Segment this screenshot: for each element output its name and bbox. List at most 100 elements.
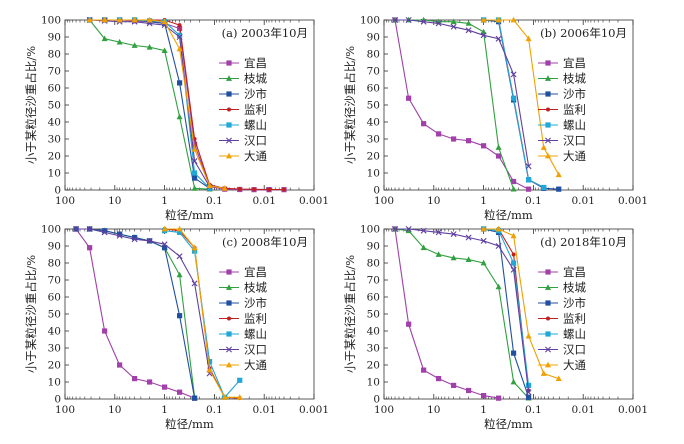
legend-item: 宜昌 <box>219 56 267 70</box>
data-point <box>147 379 153 385</box>
legend-label: 螺山 <box>244 118 267 132</box>
y-axis-label: 小于某粒径沙重占比/% <box>24 46 38 164</box>
legend-label: 宜昌 <box>244 265 267 279</box>
data-point <box>545 346 551 353</box>
data-point <box>525 177 532 183</box>
x-axis-label: 粒径/mm <box>165 208 214 222</box>
x-tick-label: 0.01 <box>572 195 595 207</box>
y-tick-label: 30 <box>48 134 61 146</box>
y-tick-label: 90 <box>48 32 61 44</box>
x-tick-label: 100 <box>55 404 75 416</box>
data-point-stroke <box>116 232 123 239</box>
chart-title: (c) 2008年10月 <box>222 235 308 249</box>
y-tick-label: 100 <box>41 224 61 236</box>
data-point <box>101 229 108 236</box>
data-point-stroke <box>101 229 108 236</box>
series-1 <box>392 16 517 192</box>
data-point <box>545 300 551 306</box>
data-point <box>480 28 487 35</box>
series-6 <box>480 16 562 178</box>
series-4 <box>481 17 547 191</box>
data-point <box>221 394 228 400</box>
data-point <box>495 35 502 42</box>
data-point <box>226 346 232 353</box>
data-point <box>525 394 532 400</box>
data-point <box>481 143 487 149</box>
data-point <box>226 137 232 144</box>
y-tick-label: 20 <box>367 360 380 372</box>
x-axis-label: 粒径/mm <box>484 417 533 431</box>
y-axis-label: 小于某粒径沙重占比/% <box>343 255 357 373</box>
y-tick-label: 60 <box>48 292 61 304</box>
data-point <box>73 226 80 232</box>
data-point <box>421 367 427 373</box>
y-tick-label: 0 <box>373 394 380 406</box>
data-point <box>102 328 108 334</box>
legend-label: 宜昌 <box>563 265 586 279</box>
y-tick-label: 90 <box>48 241 61 253</box>
data-point <box>191 185 198 191</box>
legend-item: 枝城 <box>219 281 267 295</box>
x-axis-label: 粒径/mm <box>484 208 533 222</box>
legend-label: 监利 <box>244 103 267 117</box>
y-tick-label: 0 <box>54 394 61 406</box>
data-point-stroke <box>480 32 487 39</box>
data-point <box>465 27 472 34</box>
legend-item: 沙市 <box>219 296 267 310</box>
data-point <box>102 228 108 234</box>
legend-item: 汉口 <box>219 134 267 148</box>
data-point <box>132 376 138 382</box>
y-tick-label: 10 <box>48 168 61 180</box>
data-point <box>117 231 123 237</box>
y-tick-label: 80 <box>48 49 61 61</box>
data-point <box>226 284 232 290</box>
data-point <box>191 395 198 401</box>
legend-label: 沙市 <box>563 296 586 310</box>
legend-item: 大通 <box>219 149 267 163</box>
x-tick-label: 10 <box>427 404 440 416</box>
data-point <box>450 23 457 30</box>
data-point <box>176 113 183 120</box>
data-point <box>221 185 228 191</box>
legend-item: 宜昌 <box>538 56 586 70</box>
data-point-stroke <box>525 163 532 170</box>
data-point <box>226 300 232 306</box>
data-point <box>101 16 108 23</box>
data-point <box>237 377 243 383</box>
series-line <box>483 228 530 386</box>
data-point <box>510 178 517 185</box>
data-point <box>465 234 472 241</box>
data-point <box>541 184 547 191</box>
y-tick-label: 50 <box>48 309 61 321</box>
data-point <box>237 186 242 191</box>
data-point-stroke <box>420 227 427 234</box>
data-point <box>191 244 198 251</box>
x-tick-label: 0.001 <box>618 195 648 207</box>
legend-label: 枝城 <box>563 72 586 86</box>
data-point <box>540 370 547 376</box>
series-line <box>483 228 530 391</box>
data-point <box>545 152 551 159</box>
data-point <box>450 18 457 25</box>
data-point <box>226 152 232 159</box>
data-point <box>191 141 198 147</box>
legend-item: 汉口 <box>219 343 267 357</box>
x-tick-label: 100 <box>374 404 394 416</box>
y-tick-label: 90 <box>367 241 380 253</box>
data-point <box>481 393 487 399</box>
data-point <box>510 266 517 273</box>
data-point <box>226 361 232 368</box>
data-point-stroke <box>435 229 442 236</box>
data-point-stroke <box>545 346 551 353</box>
data-point <box>161 18 168 25</box>
data-point <box>131 236 138 243</box>
data-point-stroke <box>131 236 138 243</box>
data-point <box>545 122 551 128</box>
data-point <box>525 382 532 388</box>
data-point <box>406 95 412 101</box>
x-tick-label: 0.001 <box>618 404 648 416</box>
legend-item: 大通 <box>538 358 586 372</box>
data-point <box>495 283 502 290</box>
y-tick-label: 10 <box>48 377 61 389</box>
